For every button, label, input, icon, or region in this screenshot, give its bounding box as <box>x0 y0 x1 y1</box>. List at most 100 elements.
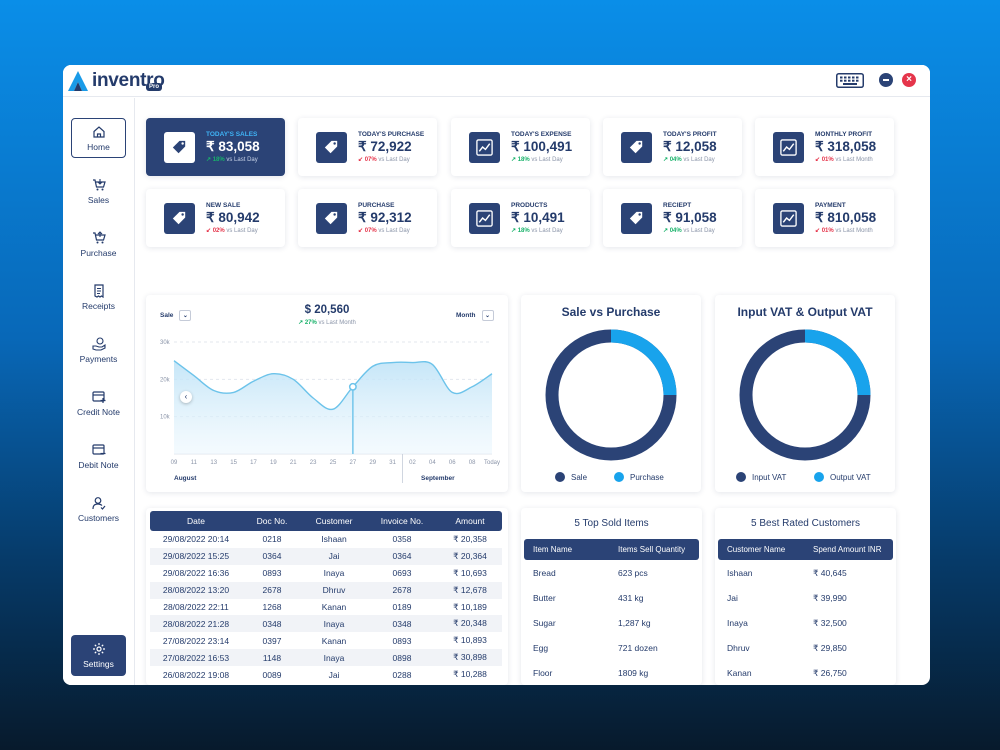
close-button[interactable]: × <box>902 73 916 87</box>
stat-card[interactable]: TODAY'S SALES ₹ 83,058 ↗ 18% vs Last Day <box>146 118 285 176</box>
list-cell: Floor <box>533 668 553 678</box>
table-cell: ₹ 10,288 <box>453 669 487 680</box>
list-item[interactable]: Kanan ₹ 26,750 <box>718 660 893 685</box>
list-title: 5 Top Sold Items <box>574 518 649 529</box>
chart-type-select[interactable]: Sale ⌄ <box>160 310 192 321</box>
table-cell: 28/08/2022 21:28 <box>150 615 242 633</box>
stat-card[interactable]: NEW SALE ₹ 80,942 ↙ 02% vs Last Day <box>146 189 285 247</box>
chart-scroll-left-button[interactable]: ‹ <box>180 391 192 403</box>
stat-card[interactable]: TODAY'S PROFIT ₹ 12,058 ↗ 04% vs Last Day <box>603 118 742 176</box>
table-cell: 1148 <box>242 649 302 667</box>
stat-value: ₹ 810,058 <box>815 210 877 225</box>
column-header[interactable]: Doc No. <box>242 511 302 531</box>
column-header: Spend Amount INR <box>813 545 882 554</box>
table-cell: ₹ 10,893 <box>453 635 487 646</box>
list-item[interactable]: Floor 1809 kg <box>524 660 699 685</box>
column-header[interactable]: Date <box>150 511 242 531</box>
table-row[interactable]: 27/08/2022 16:53 1148 Inaya 0898 ₹ 30,898 <box>150 649 502 667</box>
y-tick-label: 10k <box>160 415 171 421</box>
table-cell: Inaya <box>323 568 345 579</box>
minimize-button[interactable] <box>879 73 893 87</box>
arrow-up-icon: ↗ <box>298 320 304 326</box>
table-cell: 27/08/2022 16:53 <box>150 649 242 667</box>
chart-period-select[interactable]: Month ⌄ <box>456 310 494 321</box>
column-header[interactable]: Customer <box>302 511 366 531</box>
legend-dot <box>614 472 624 482</box>
stat-card[interactable]: TODAY'S PURCHASE ₹ 72,922 ↙ 07% vs Last Da… <box>298 118 437 176</box>
stat-card[interactable]: TODAY'S EXPENSE ₹ 100,491 ↗ 18% vs Last Da… <box>451 118 590 176</box>
list-item[interactable]: Ishaan ₹ 40,645 <box>718 560 893 585</box>
sidebar-item-payments[interactable]: Payments <box>71 330 126 370</box>
vat-donut[interactable] <box>735 325 875 465</box>
logo-icon <box>68 71 88 91</box>
receipt-icon <box>93 283 104 298</box>
stat-change-value: 18% <box>517 157 530 163</box>
table-row[interactable]: 26/08/2022 19:08 0089 Jai 0288 ₹ 10,288 <box>150 666 502 683</box>
table-cell: Kanan <box>321 635 347 646</box>
list-header: Item Name Items Sell Quantity <box>524 539 699 560</box>
donut-highlight-arc <box>739 329 871 461</box>
sidebar-item-purchase[interactable]: Purchase <box>71 224 126 264</box>
sale-vs-purchase-donut[interactable] <box>541 325 681 465</box>
y-tick-label: 30k <box>160 340 171 346</box>
list-item[interactable]: Jai ₹ 39,990 <box>718 585 893 610</box>
sidebar-item-debit-note[interactable]: Debit Note <box>71 436 126 476</box>
table-cell: 0358 <box>392 534 412 545</box>
table-cell: 28/08/2022 13:20 <box>150 581 242 599</box>
list-item[interactable]: Sugar 1,287 kg <box>524 610 699 635</box>
table-cell: Jai <box>328 669 340 680</box>
table-row[interactable]: 28/08/2022 21:28 0348 Inaya 0348 ₹ 20,348 <box>150 615 502 633</box>
x-tick-label: 06 <box>449 460 456 466</box>
table-row[interactable]: 27/08/2022 23:14 0397 Kanan 0893 ₹ 10,893 <box>150 632 502 649</box>
keyboard-icon[interactable] <box>836 73 864 88</box>
sidebar-item-label: Purchase <box>80 247 117 258</box>
table-row[interactable]: 29/08/2022 20:14 0218 Ishaan 0358 ₹ 20,358 <box>150 531 502 548</box>
list-cell: ₹ 26,750 <box>813 668 847 678</box>
table-row[interactable]: 28/08/2022 13:20 2678 Dhruv 2678 ₹ 12,678 <box>150 581 502 599</box>
stat-card[interactable]: PURCHASE ₹ 92,312 ↙ 07% vs Last Day <box>298 189 437 247</box>
tag-icon <box>316 132 347 163</box>
table-cell: 0348 <box>366 615 438 633</box>
stat-label: TODAY'S PROFIT <box>663 131 717 138</box>
table-row[interactable]: 29/08/2022 16:36 0893 Inaya 0693 ₹ 10,693 <box>150 565 502 582</box>
stat-change-suffix: vs Last Month <box>835 228 873 234</box>
sales-area-chart[interactable]: 30k 20k 10k 09 11 13 15 17 19 21 23 25 27 29 31 02 04 06 0… <box>146 295 508 492</box>
stat-change-suffix: vs Last Day <box>378 157 410 163</box>
sidebar-item-label: Home <box>87 141 110 152</box>
home-icon <box>92 125 105 138</box>
table-row[interactable]: 29/08/2022 15:25 0364 Jai 0364 ₹ 20,364 <box>150 547 502 565</box>
table-cell: ₹ 20,358 <box>453 533 487 544</box>
payment-hand-icon <box>91 336 106 351</box>
list-cell: Egg <box>533 643 549 653</box>
list-item[interactable]: Dhruv ₹ 29,850 <box>718 635 893 660</box>
sidebar-item-home[interactable]: Home <box>71 118 126 158</box>
x-tick-label: 02 <box>409 460 416 466</box>
legend-purchase: Purchase <box>614 472 664 482</box>
table-row[interactable]: 28/08/2022 22:11 1268 Kanan 0189 ₹ 10,189 <box>150 599 502 616</box>
sidebar-item-customers[interactable]: Customers <box>71 489 126 529</box>
chevron-down-icon: ⌄ <box>179 310 192 321</box>
list-item[interactable]: Egg 721 dozen <box>524 635 699 660</box>
table-cell: 0693 <box>392 568 412 579</box>
sidebar-item-receipts[interactable]: Receipts <box>71 277 126 317</box>
stat-card[interactable]: PRODUCTS ₹ 10,491 ↗ 18% vs Last Day <box>451 189 590 247</box>
sidebar-item-credit-note[interactable]: Credit Note <box>71 383 126 423</box>
stat-card[interactable]: PAYMENT ₹ 810,058 ↙ 01% vs Last Month <box>755 189 894 247</box>
list-item[interactable]: Bread 623 pcs <box>524 560 699 585</box>
stat-card[interactable]: RECIEPT ₹ 91,058 ↗ 04% vs Last Day <box>603 189 742 247</box>
sidebar-item-settings[interactable]: Settings <box>71 635 126 676</box>
stat-card[interactable]: MONTHLY PROFIT ₹ 318,058 ↙ 01% vs Last Mon… <box>755 118 894 176</box>
vat-card: Input VAT & Output VAT Input VAT Output … <box>715 295 895 492</box>
x-tick-label: 27 <box>350 460 357 466</box>
list-item[interactable]: Inaya ₹ 32,500 <box>718 610 893 635</box>
stat-label: NEW SALE <box>206 202 241 209</box>
list-item[interactable]: Butter 431 kg <box>524 585 699 610</box>
sidebar-item-sales[interactable]: Sales <box>71 171 126 211</box>
x-tick-label: 13 <box>210 460 217 466</box>
stat-value: ₹ 12,058 <box>663 139 717 154</box>
sales-chart-card: Sale ⌄ Month ⌄ $ 20,560 ↗ 27% vs Last Mo… <box>146 295 508 492</box>
list-cell: 431 kg <box>618 593 644 603</box>
column-header[interactable]: Amount <box>438 511 502 531</box>
column-header[interactable]: Invoice No. <box>366 511 438 531</box>
table-cell: Jai <box>302 547 366 565</box>
